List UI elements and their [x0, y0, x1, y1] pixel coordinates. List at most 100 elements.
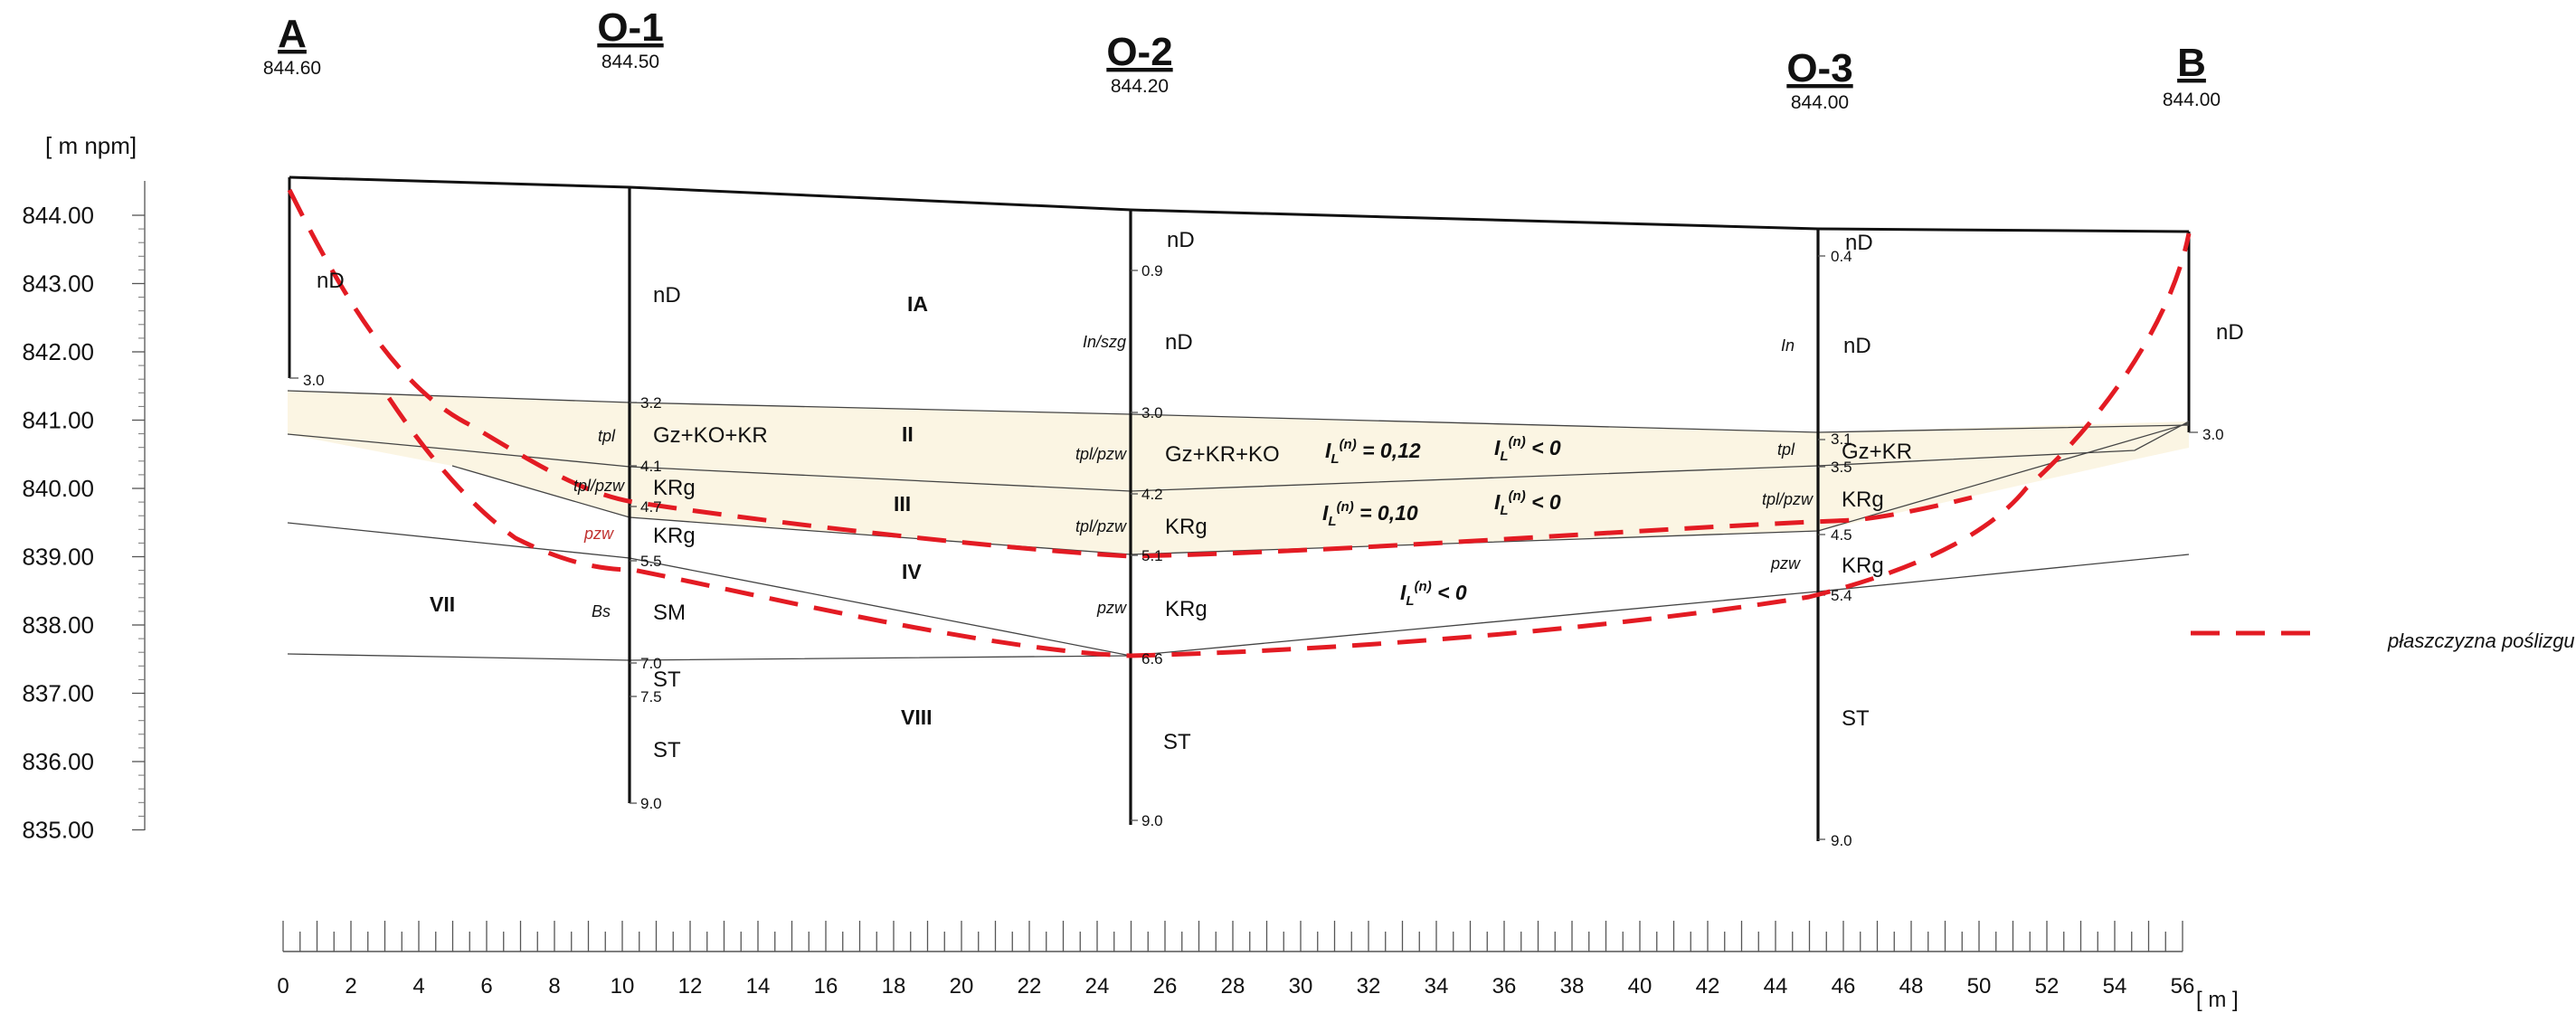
soil-label: KRg	[1165, 597, 1208, 621]
layer-label-iv: IV	[902, 560, 922, 583]
distance-tick-label: 22	[1018, 974, 1042, 999]
soil-label: ST	[1163, 730, 1191, 754]
distance-tick-label: 44	[1764, 974, 1788, 999]
legend: płaszczyzna poślizgu	[2191, 630, 2575, 652]
terrain-surface-line	[289, 175, 2190, 233]
depth-label: 3.1	[1831, 431, 1852, 448]
elevation-tick-label: 841.00	[22, 407, 94, 434]
endpoint-a-depth: 3.0	[303, 372, 325, 389]
depth-label: 7.5	[640, 688, 662, 705]
slip-surface-upper	[287, 188, 1973, 559]
soil-label: KRg	[1842, 554, 1884, 578]
bottom-depth-label: 9.0	[640, 795, 662, 812]
distance-tick-label: 46	[1832, 974, 1856, 999]
mode-label: pzw	[1770, 554, 1801, 573]
mode-label: Bs	[592, 602, 611, 620]
distance-tick-label: 4	[412, 974, 424, 999]
distance-tick-label: 26	[1153, 974, 1178, 999]
distance-tick-label: 54	[2103, 974, 2127, 999]
depth-label: 3.2	[640, 394, 662, 412]
distance-tick-label: 12	[678, 974, 703, 999]
elevation-axis-ticks: 844.00 843.00 842.00 841.00 840.00 839.00 838.…	[22, 202, 145, 844]
depth-label: 4.7	[640, 498, 662, 516]
borehole-o1-elevation: 844.50	[601, 52, 659, 72]
borehole-o2-labels: nD 0.9 In/szg nD 3.0 tpl/pzw Gz+KR+KO 4.…	[1075, 228, 1280, 829]
slip-surfaces	[287, 188, 2192, 658]
il-annotation: IL(n) < 0	[1494, 434, 1561, 464]
mode-label: tpl	[1777, 440, 1795, 459]
elevation-axis-unit: [ m npm]	[45, 132, 137, 159]
endpoint-b-soil: nD	[2216, 320, 2244, 345]
mode-label: pzw	[583, 525, 614, 543]
depth-label: 3.5	[1831, 459, 1852, 476]
elevation-tick-label: 838.00	[22, 611, 94, 639]
distance-tick-label: 20	[950, 974, 974, 999]
distance-tick-label: 52	[2035, 974, 2060, 999]
endpoint-a-soil: nD	[317, 269, 345, 293]
endpoint-b-elevation: 844.00	[2163, 90, 2221, 110]
mode-label: tpl/pzw	[1762, 490, 1814, 508]
bottom-depth-label: 9.0	[1141, 812, 1163, 829]
depth-label: 0.4	[1831, 248, 1852, 265]
distance-tick-label: 8	[548, 974, 560, 999]
elevation-axis: [ m npm] 844.00843.00842.00841.00840.008…	[22, 132, 146, 844]
depth-label: 4.5	[1831, 526, 1852, 544]
endpoint-a-name: A	[278, 12, 307, 56]
endpoint-a-elevation: 844.60	[263, 58, 321, 79]
soil-label: ST	[653, 738, 681, 762]
soil-label: KRg	[1842, 488, 1884, 512]
soil-label: nD	[1165, 330, 1193, 355]
soil-label: Gz+KO+KR	[653, 423, 768, 448]
borehole-o1-name: O-1	[597, 5, 663, 50]
il-annotation: IL(n) = 0,10	[1322, 499, 1418, 529]
borehole-o1-labels: 3.2 4.1 4.7 5.5 7.0 7.5 9.0 nD Gz+KO+KR …	[573, 283, 768, 812]
mode-label: pzw	[1096, 599, 1127, 617]
borehole-o3-labels: nD 0.4 In nD 3.1 tpl Gz+KR 3.5 tpl/pzw K…	[1762, 231, 1912, 849]
mode-label: tpl/pzw	[1075, 517, 1127, 535]
borehole-o1	[628, 187, 637, 804]
elevation-tick-label: 840.00	[22, 475, 94, 502]
endpoint-b-name: B	[2177, 41, 2206, 85]
depth-label: 5.4	[1831, 587, 1852, 604]
soil-label: Gz+KR+KO	[1165, 442, 1280, 467]
mode-label: In	[1781, 336, 1795, 355]
depth-label: 7.0	[640, 655, 662, 672]
distance-tick-label: 48	[1899, 974, 1924, 999]
soil-label: ST	[1842, 706, 1870, 731]
depth-label: 6.6	[1141, 650, 1163, 667]
distance-tick-label: 40	[1628, 974, 1653, 999]
depth-label: 5.5	[640, 553, 662, 570]
weathered-layer-fill	[288, 391, 2189, 554]
elevation-tick-label: 842.00	[22, 338, 94, 365]
distance-tick-label: 14	[746, 974, 771, 999]
distance-tick-label: 24	[1085, 974, 1110, 999]
il-annotation: IL(n) < 0	[1400, 579, 1467, 609]
distance-scale-unit: [ m ]	[2196, 988, 2239, 1012]
geotechnical-layer-labels: IA II III IV VII VIII	[430, 292, 933, 729]
section-headers: A 844.60 O-1 844.50 O-2 844.20 O-3 844.0…	[263, 5, 2221, 113]
depth-label: 4.2	[1141, 486, 1163, 503]
depth-label: 4.1	[640, 458, 662, 475]
distance-tick-label: 38	[1560, 974, 1585, 999]
liquidity-index-annotations: IL(n) = 0,12 IL(n) < 0 IL(n) = 0,10 IL(n…	[1322, 434, 1561, 609]
mode-label: tpl/pzw	[573, 477, 625, 495]
distance-tick-label: 2	[345, 974, 356, 999]
soil-label: KRg	[1165, 515, 1208, 539]
mode-label: In/szg	[1083, 333, 1126, 351]
borehole-o3-name: O-3	[1786, 46, 1852, 90]
distance-tick-label: 18	[882, 974, 906, 999]
soil-label: Gz+KR	[1842, 440, 1912, 464]
elevation-tick-label: 843.00	[22, 270, 94, 298]
soil-label: SM	[653, 601, 686, 625]
distance-scale-ticks: 0 2 4 6 8 10 12 14 16 18 20 22 24 26 28 30 32 34 36 38 40 42 4…	[277, 921, 2194, 999]
layer-label-vii: VII	[430, 592, 455, 616]
distance-tick-label: 30	[1289, 974, 1313, 999]
il-annotation: IL(n) < 0	[1494, 488, 1561, 518]
distance-tick-label: 28	[1221, 974, 1245, 999]
mode-label: tpl	[598, 427, 616, 445]
boundary-vii-viii	[287, 653, 1132, 661]
layer-label-ii: II	[902, 422, 914, 446]
soil-label: ST	[653, 667, 681, 692]
distance-tick-label: 0	[277, 974, 289, 999]
